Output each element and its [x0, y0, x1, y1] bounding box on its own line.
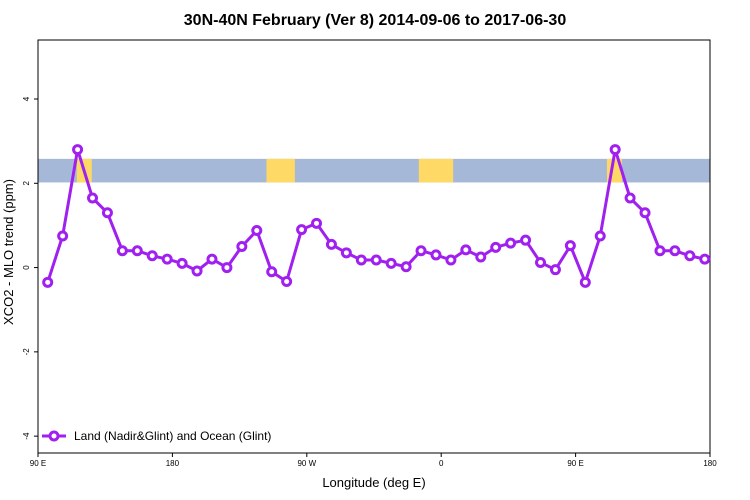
data-point-25 [415, 245, 427, 257]
data-point-44 [699, 253, 711, 265]
plot-frame [37, 39, 711, 454]
series-layer [42, 144, 711, 288]
data-point-8 [161, 253, 173, 265]
data-point-39 [624, 192, 636, 204]
data-point-22 [370, 254, 382, 266]
data-point-16 [281, 275, 293, 287]
chart-title: 30N-40N February (Ver 8) 2014-09-06 to 2… [184, 12, 567, 29]
data-point-12 [221, 262, 233, 274]
data-point-27 [445, 254, 457, 266]
data-point-0 [42, 276, 54, 288]
data-point-40 [639, 207, 651, 219]
data-point-35 [564, 240, 576, 252]
land-ocean-band [38, 158, 710, 183]
data-point-30 [490, 241, 502, 253]
data-point-11 [206, 253, 218, 265]
data-point-32 [520, 234, 532, 246]
data-point-13 [236, 241, 248, 252]
data-point-17 [296, 224, 308, 236]
data-point-3 [87, 192, 99, 204]
data-point-38 [609, 144, 621, 156]
y-tick-label-2: 0 [22, 265, 31, 270]
data-point-15 [266, 266, 278, 278]
x-tick-label-1: 180 [166, 459, 180, 468]
legend-label: Land (Nadir&Glint) and Ocean (Glint) [74, 429, 271, 443]
x-tick-label-2: 90 W [297, 459, 316, 468]
land-band-segment-1 [266, 158, 295, 183]
data-point-43 [684, 250, 696, 262]
data-point-33 [535, 257, 547, 269]
data-point-18 [311, 217, 323, 229]
data-point-36 [579, 276, 591, 288]
data-point-6 [131, 245, 143, 257]
data-point-2 [72, 144, 84, 156]
data-point-21 [355, 254, 367, 266]
data-point-19 [325, 238, 337, 250]
data-point-41 [654, 245, 666, 257]
data-point-42 [669, 245, 681, 257]
x-axis: 90 E 180 90 W 0 90 E 180 [30, 453, 717, 468]
x-axis-label: Longitude (deg E) [322, 475, 425, 490]
y-tick-label-4: 4 [22, 96, 31, 101]
data-point-1 [57, 230, 69, 242]
data-point-9 [176, 257, 188, 269]
x-tick-label-5: 180 [703, 459, 717, 468]
data-point-20 [340, 247, 352, 259]
data-point-23 [385, 257, 397, 269]
data-point-31 [505, 237, 517, 249]
x-tick-label-4: 90 E [567, 459, 583, 468]
data-point-7 [146, 250, 158, 262]
land-band-segment-2 [418, 158, 454, 183]
data-point-26 [430, 249, 442, 261]
data-point-29 [475, 251, 487, 263]
y-axis-label: XCO2 - MLO trend (ppm) [1, 179, 16, 325]
data-point-10 [191, 265, 203, 277]
data-point-5 [116, 245, 128, 257]
y-tick-label-1: -2 [22, 348, 31, 356]
x-tick-label-0: 90 E [30, 459, 46, 468]
legend: Land (Nadir&Glint) and Ocean (Glint) [42, 429, 271, 443]
data-point-4 [101, 207, 113, 219]
data-point-28 [460, 244, 472, 256]
data-point-14 [251, 224, 263, 236]
y-tick-label-3: 2 [22, 181, 31, 186]
ocean-band [38, 158, 710, 183]
data-point-37 [594, 230, 606, 242]
y-axis: -4 -2 0 2 4 [22, 96, 38, 440]
legend-marker [48, 430, 60, 442]
x-tick-label-3: 0 [439, 459, 444, 468]
data-point-34 [549, 264, 561, 276]
y-tick-label-0: -4 [22, 432, 31, 440]
data-point-24 [400, 261, 412, 273]
